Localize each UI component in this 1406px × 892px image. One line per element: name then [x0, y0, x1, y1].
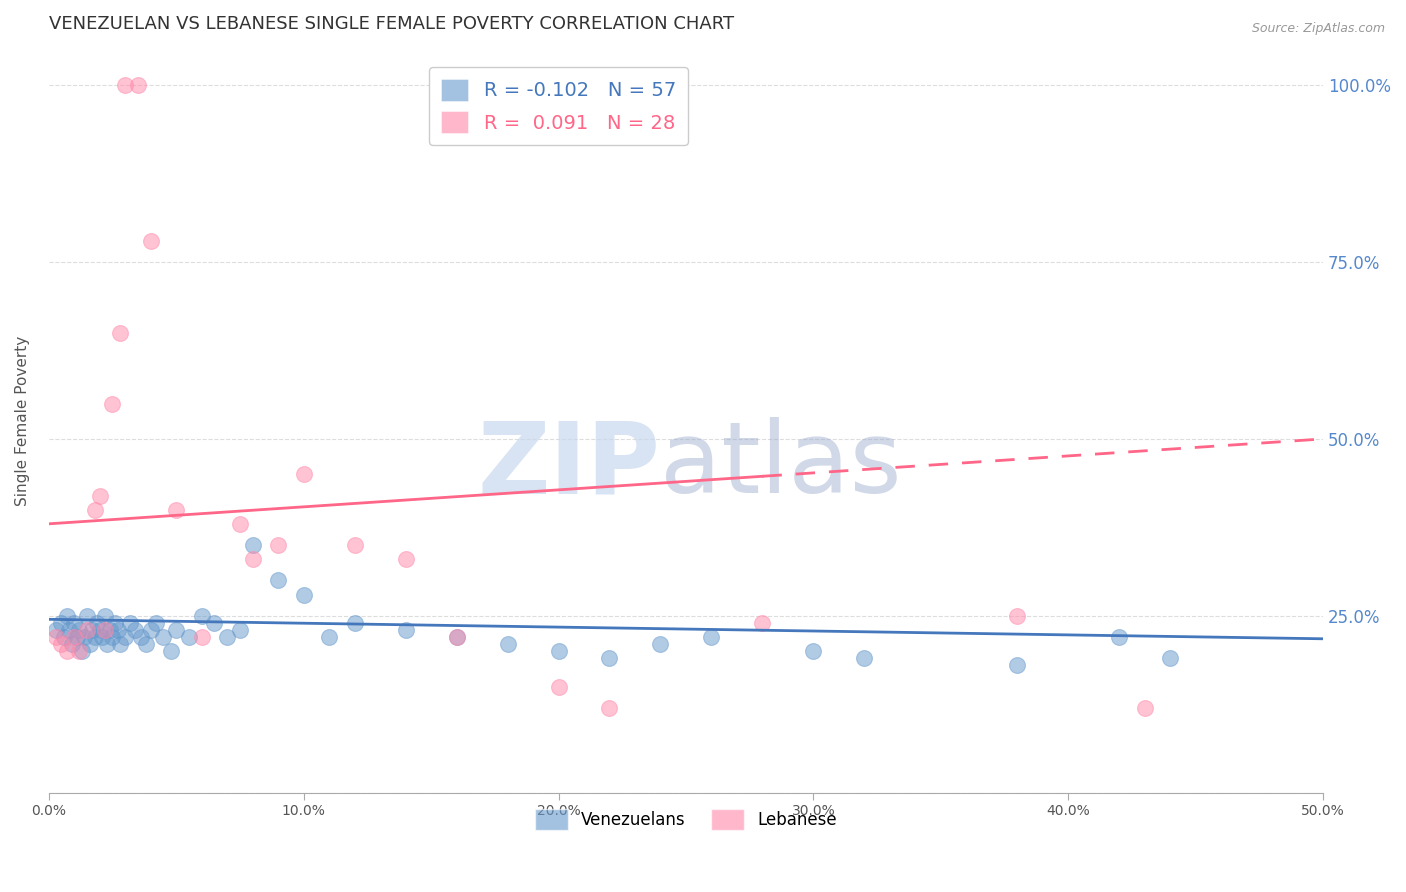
Point — [60, 637, 83, 651]
Point — [45, 623, 67, 637]
Point — [1108, 630, 1130, 644]
Point — [1133, 700, 1156, 714]
Point — [89, 489, 111, 503]
Legend: Venezuelans, Lebanese: Venezuelans, Lebanese — [529, 803, 844, 837]
Point — [114, 630, 136, 644]
Point — [318, 630, 340, 644]
Point — [152, 630, 174, 644]
Point — [343, 538, 366, 552]
Point — [650, 637, 672, 651]
Point — [58, 623, 80, 637]
Point — [394, 552, 416, 566]
Point — [63, 615, 86, 630]
Point — [177, 630, 200, 644]
Point — [107, 623, 129, 637]
Point — [165, 502, 187, 516]
Point — [53, 630, 76, 644]
Point — [67, 623, 90, 637]
Point — [139, 234, 162, 248]
Point — [160, 644, 183, 658]
Point — [853, 651, 876, 665]
Text: atlas: atlas — [661, 417, 903, 515]
Point — [394, 623, 416, 637]
Point — [204, 615, 226, 630]
Point — [96, 637, 118, 651]
Point — [67, 644, 90, 658]
Point — [76, 623, 98, 637]
Point — [63, 630, 86, 644]
Point — [101, 396, 124, 410]
Point — [76, 608, 98, 623]
Point — [55, 644, 77, 658]
Point — [292, 588, 315, 602]
Point — [446, 630, 468, 644]
Point — [242, 538, 264, 552]
Point — [751, 615, 773, 630]
Point — [79, 637, 101, 651]
Point — [104, 615, 127, 630]
Point — [1159, 651, 1181, 665]
Text: VENEZUELAN VS LEBANESE SINGLE FEMALE POVERTY CORRELATION CHART: VENEZUELAN VS LEBANESE SINGLE FEMALE POV… — [49, 15, 734, 33]
Point — [94, 623, 117, 637]
Point — [598, 651, 620, 665]
Point — [165, 623, 187, 637]
Point — [139, 623, 162, 637]
Point — [83, 630, 105, 644]
Point — [190, 630, 212, 644]
Point — [114, 78, 136, 93]
Point — [108, 326, 131, 340]
Point — [66, 630, 89, 644]
Point — [129, 630, 152, 644]
Point — [127, 78, 149, 93]
Point — [145, 615, 167, 630]
Point — [120, 615, 142, 630]
Point — [98, 623, 121, 637]
Point — [229, 623, 252, 637]
Point — [292, 467, 315, 482]
Point — [496, 637, 519, 651]
Point — [1007, 658, 1029, 673]
Point — [80, 623, 103, 637]
Point — [803, 644, 825, 658]
Point — [547, 680, 569, 694]
Y-axis label: Single Female Poverty: Single Female Poverty — [15, 336, 30, 507]
Text: ZIP: ZIP — [478, 417, 661, 515]
Point — [89, 623, 111, 637]
Point — [70, 644, 93, 658]
Point — [267, 538, 290, 552]
Point — [267, 574, 290, 588]
Point — [91, 630, 114, 644]
Point — [45, 630, 67, 644]
Point — [135, 637, 157, 651]
Point — [446, 630, 468, 644]
Point — [1007, 608, 1029, 623]
Point — [242, 552, 264, 566]
Point — [51, 615, 73, 630]
Point — [101, 630, 124, 644]
Point — [547, 644, 569, 658]
Point — [73, 630, 96, 644]
Point — [598, 700, 620, 714]
Point — [86, 615, 108, 630]
Point — [51, 637, 73, 651]
Point — [108, 637, 131, 651]
Point — [229, 516, 252, 531]
Point — [700, 630, 723, 644]
Text: Source: ZipAtlas.com: Source: ZipAtlas.com — [1251, 22, 1385, 36]
Point — [217, 630, 239, 644]
Point — [343, 615, 366, 630]
Point — [190, 608, 212, 623]
Point — [83, 502, 105, 516]
Point — [124, 623, 146, 637]
Point — [55, 608, 77, 623]
Point — [94, 608, 117, 623]
